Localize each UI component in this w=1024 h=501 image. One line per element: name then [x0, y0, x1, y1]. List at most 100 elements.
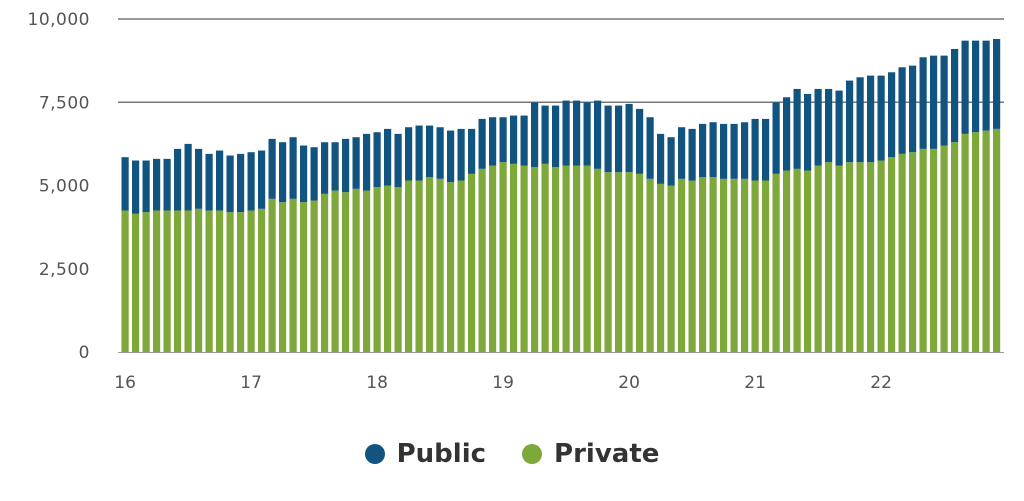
bar-public-32 [457, 128, 465, 181]
legend-label-private: Private [554, 439, 660, 469]
bar-private-31 [447, 182, 455, 352]
bar-public-9 [216, 150, 224, 211]
bar-private-53 [678, 178, 686, 352]
bar-private-18 [310, 200, 318, 352]
stacked-bar-chart: 0 2,500 5,000 7,500 10,000 16 17 18 19 20 21 22 [28, 10, 1004, 393]
bar-private-20 [331, 190, 339, 352]
bar-public-17 [300, 145, 308, 203]
bar-private-6 [184, 210, 192, 352]
bar-private-63 [783, 170, 791, 352]
bar-public-64 [793, 88, 801, 169]
bar-public-75 [909, 65, 917, 153]
bar-public-33 [468, 128, 476, 174]
bar-public-71 [867, 75, 875, 163]
bar-private-3 [153, 210, 161, 352]
bar-private-24 [373, 187, 381, 352]
bar-public-54 [688, 128, 696, 181]
bar-public-24 [373, 132, 381, 188]
bar-public-6 [184, 143, 192, 211]
bar-private-39 [531, 167, 539, 352]
bar-public-35 [489, 117, 497, 166]
bar-public-11 [237, 153, 245, 213]
bar-private-12 [247, 210, 255, 352]
bar-private-69 [846, 162, 854, 352]
bar-private-14 [268, 198, 276, 352]
legend-marker-private [522, 444, 543, 464]
bar-public-39 [531, 102, 539, 168]
bar-private-33 [468, 173, 476, 352]
bar-public-68 [835, 90, 843, 166]
bar-public-28 [415, 125, 423, 181]
bar-private-77 [930, 148, 938, 352]
bar-private-41 [552, 167, 560, 352]
bar-private-73 [888, 157, 896, 352]
bar-private-29 [426, 177, 434, 352]
bar-public-79 [951, 48, 959, 143]
bar-private-13 [258, 208, 266, 352]
bar-public-4 [163, 158, 171, 211]
bar-private-30 [436, 178, 444, 352]
bar-private-66 [814, 165, 822, 352]
bar-public-37 [510, 115, 518, 164]
bar-private-50 [646, 178, 654, 352]
bar-private-28 [415, 180, 423, 352]
bar-public-22 [352, 137, 360, 189]
y-tick-label: 7,500 [39, 93, 90, 113]
bar-public-36 [499, 117, 507, 163]
bar-private-79 [951, 142, 959, 352]
bar-public-63 [783, 97, 791, 171]
bar-private-16 [289, 198, 297, 352]
x-tick-label: 21 [744, 373, 766, 393]
bar-public-1 [132, 160, 140, 214]
bar-private-74 [898, 153, 906, 352]
bar-private-65 [804, 170, 812, 352]
bar-public-18 [310, 147, 318, 201]
bar-public-74 [898, 67, 906, 154]
bar-public-55 [699, 123, 707, 178]
bar-private-45 [594, 168, 602, 352]
bar-private-34 [478, 168, 486, 352]
bar-public-20 [331, 142, 339, 191]
bar-public-16 [289, 137, 297, 199]
bar-private-9 [216, 210, 224, 352]
bar-private-56 [709, 177, 717, 352]
bar-private-4 [163, 210, 171, 352]
y-axis-ticks: 0 2,500 5,000 7,500 10,000 [28, 10, 90, 363]
bar-private-35 [489, 165, 497, 352]
bar-private-32 [457, 180, 465, 352]
bar-public-41 [552, 105, 560, 168]
bar-public-29 [426, 125, 434, 178]
bar-private-23 [363, 190, 371, 352]
y-tick-label: 10,000 [28, 10, 90, 30]
bar-private-38 [520, 165, 528, 352]
bar-private-52 [667, 185, 675, 352]
bar-private-44 [583, 165, 591, 352]
bar-public-25 [384, 128, 392, 186]
bar-public-52 [667, 137, 675, 186]
bar-public-77 [930, 55, 938, 149]
bar-private-67 [825, 162, 833, 352]
legend-item-private: Private [522, 439, 659, 469]
bar-public-60 [751, 118, 759, 181]
bar-public-8 [205, 153, 213, 211]
bar-public-48 [625, 103, 633, 173]
bar-public-5 [174, 148, 182, 211]
bar-public-30 [436, 127, 444, 179]
bar-public-62 [772, 102, 780, 174]
bar-private-43 [573, 165, 581, 352]
bar-public-53 [678, 127, 686, 179]
bar-public-49 [636, 108, 644, 174]
bar-public-80 [961, 40, 969, 134]
bar-private-72 [877, 160, 885, 352]
bar-public-58 [730, 123, 738, 179]
bar-private-59 [741, 178, 749, 352]
bar-public-78 [940, 55, 948, 146]
bar-private-76 [919, 148, 927, 352]
bar-private-58 [730, 178, 738, 352]
bar-public-26 [394, 133, 402, 188]
bar-private-70 [856, 162, 864, 352]
x-tick-label: 22 [870, 373, 892, 393]
bar-public-70 [856, 77, 864, 163]
bar-public-44 [583, 102, 591, 166]
bar-public-7 [195, 148, 203, 209]
